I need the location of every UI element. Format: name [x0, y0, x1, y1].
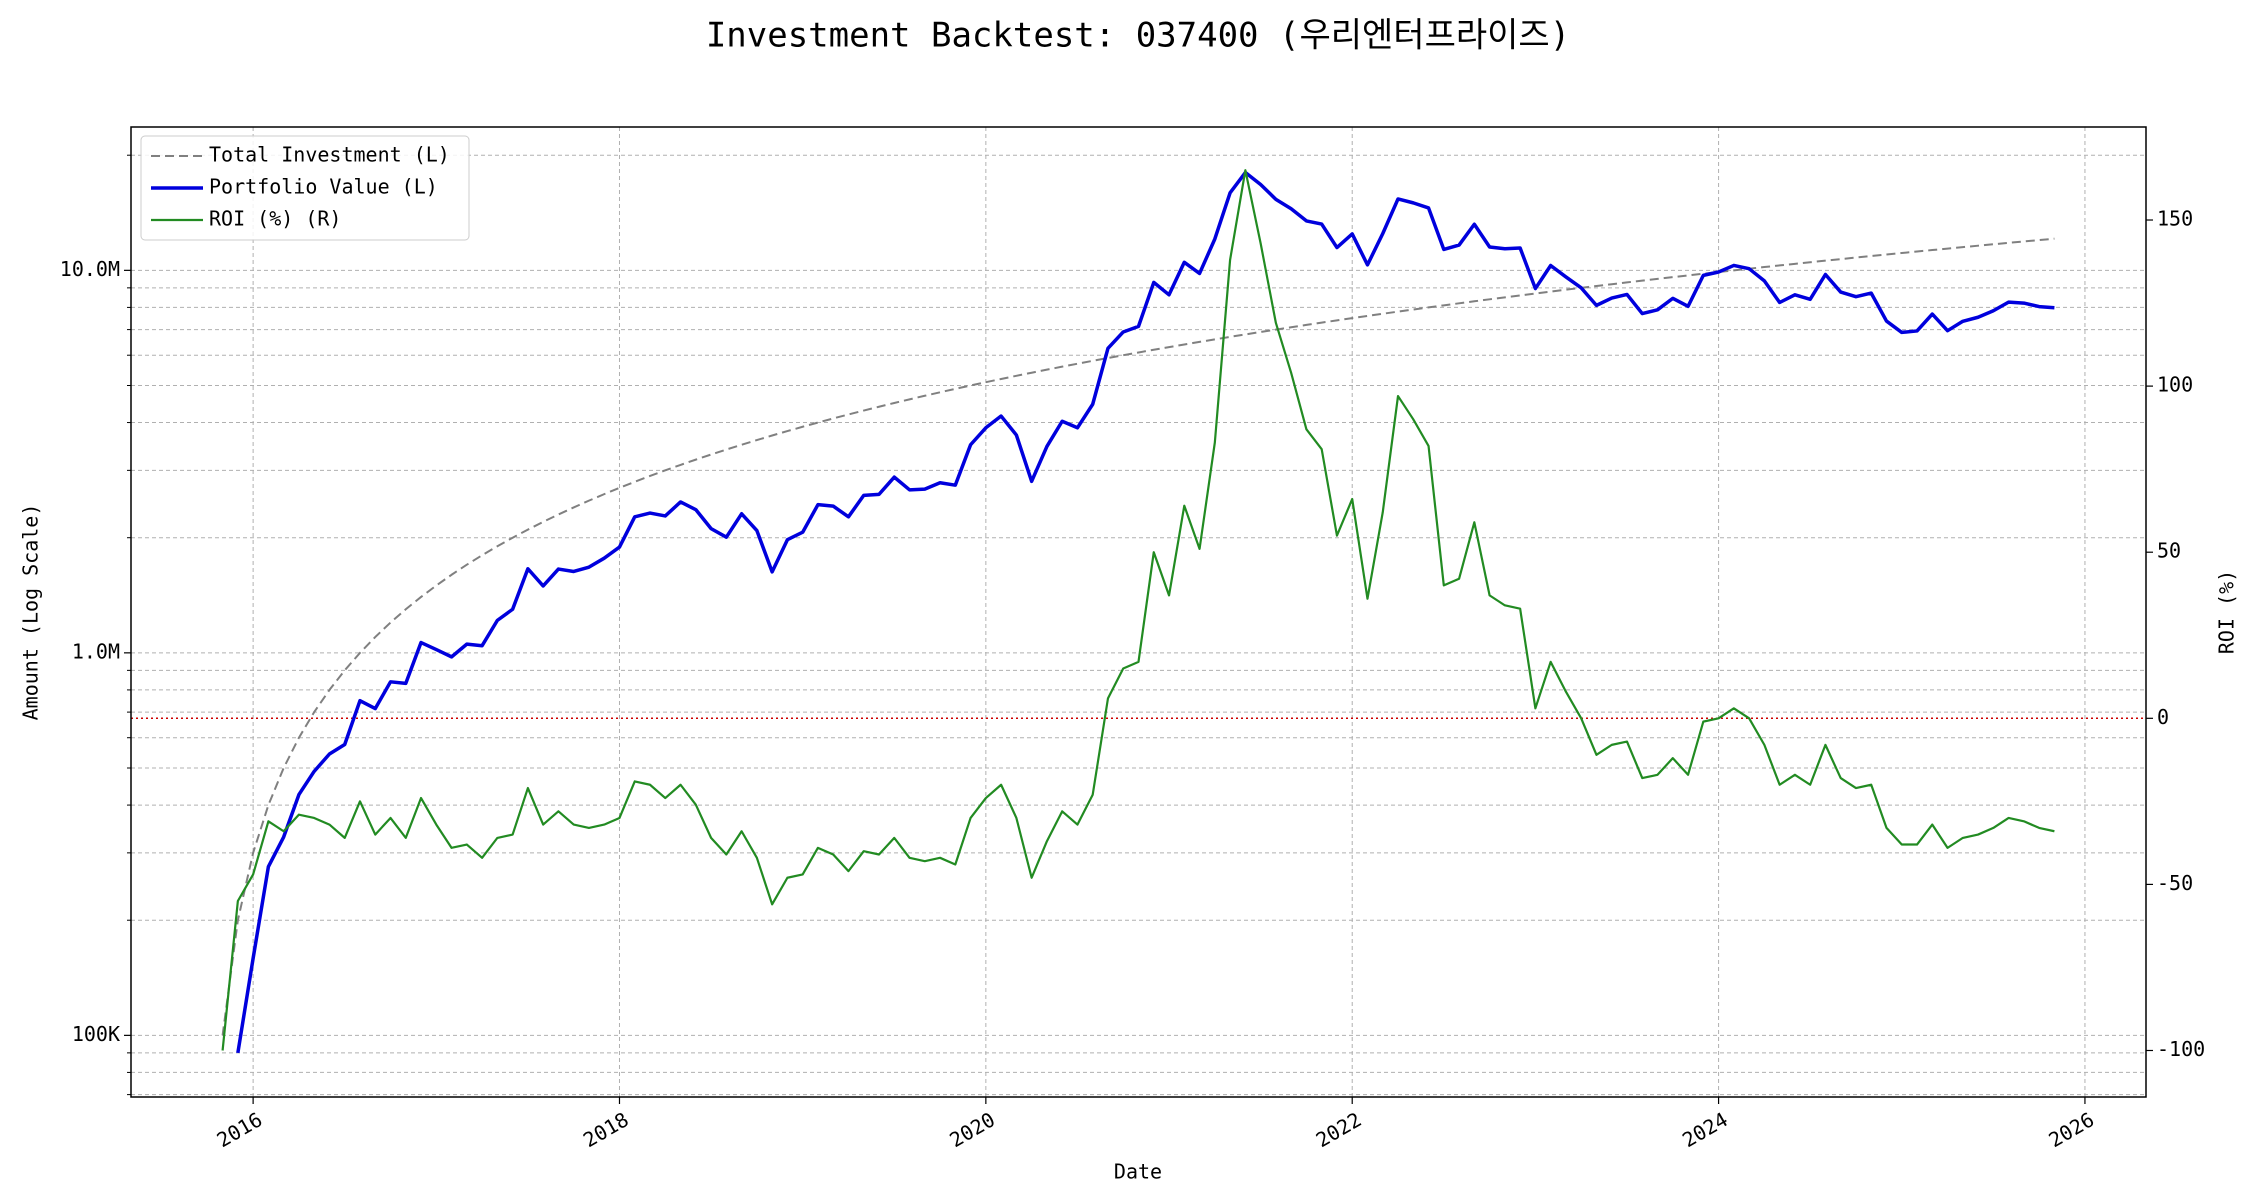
legend-label: Total Investment (L)	[209, 143, 450, 167]
y2-tick-label: -100	[2157, 1037, 2205, 1061]
chart-title: Investment Backtest: 037400 (우리엔터프라이즈)	[706, 16, 1570, 56]
series-line	[221, 169, 2055, 1051]
y-tick-label: 1.0M	[72, 639, 120, 663]
y-axis-label: Amount (Log Scale)	[19, 504, 43, 721]
y2-tick-label: 0	[2157, 705, 2169, 729]
legend-label: ROI (%) (R)	[209, 207, 341, 231]
x-axis-label: Date	[1114, 1160, 1162, 1184]
legend-label: Portfolio Value (L)	[209, 175, 438, 199]
legend-box	[140, 135, 470, 241]
y2-tick-label: 150	[2157, 207, 2193, 231]
plot-frame	[130, 126, 2147, 1098]
y2-tick-label: -50	[2157, 871, 2193, 895]
y2-tick-label: 100	[2157, 373, 2193, 397]
series-line	[236, 170, 2055, 1054]
y2-tick-label: 50	[2157, 539, 2181, 563]
y2-axis-label: ROI (%)	[2215, 570, 2239, 654]
y-tick-label: 100K	[72, 1022, 120, 1046]
y-tick-label: 10.0M	[60, 257, 120, 281]
